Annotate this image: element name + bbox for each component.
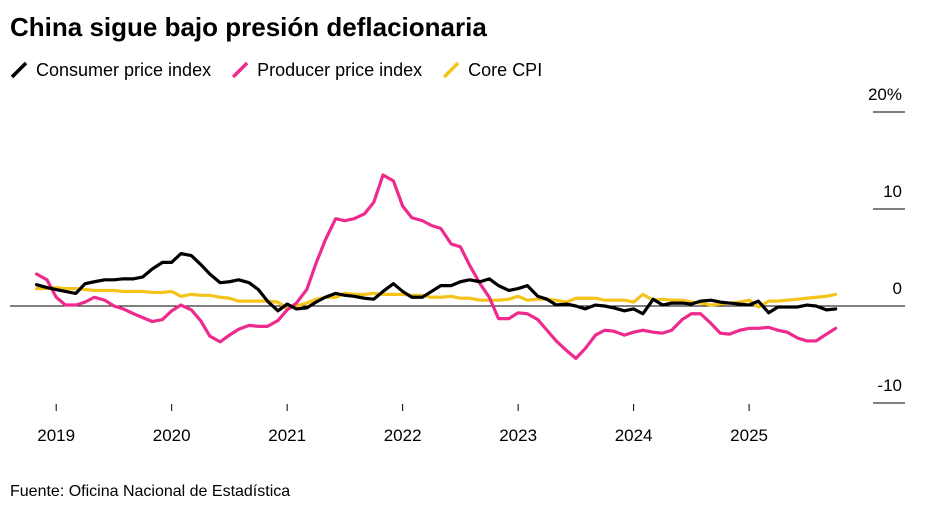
x-tick-label: 2023	[499, 426, 537, 445]
legend-label: Consumer price index	[36, 60, 211, 80]
source: Fuente: Oficina Nacional de Estadística	[10, 483, 290, 500]
x-tick-label: 2020	[153, 426, 191, 445]
y-tick-label: 20%	[868, 85, 902, 104]
legend-swatch	[10, 61, 28, 79]
legend-swatch	[231, 61, 249, 79]
x-tick-label: 2019	[37, 426, 75, 445]
legend-label: Core CPI	[468, 60, 542, 80]
x-tick-label: 2021	[268, 426, 306, 445]
x-tick-label: 2024	[615, 426, 653, 445]
series-line	[34, 173, 838, 360]
x-tick-label: 2025	[730, 426, 768, 445]
legend-swatch	[442, 61, 460, 79]
y-tick-label: 0	[893, 279, 902, 298]
series-line	[34, 252, 838, 316]
y-tick-label: 10	[883, 182, 902, 201]
x-tick-label: 2022	[384, 426, 422, 445]
y-tick-label: -10	[877, 376, 902, 395]
series-line	[34, 285, 838, 311]
legend-label: Producer price index	[257, 60, 422, 80]
chart-title: China sigue bajo presión deflacionaria	[10, 12, 487, 42]
